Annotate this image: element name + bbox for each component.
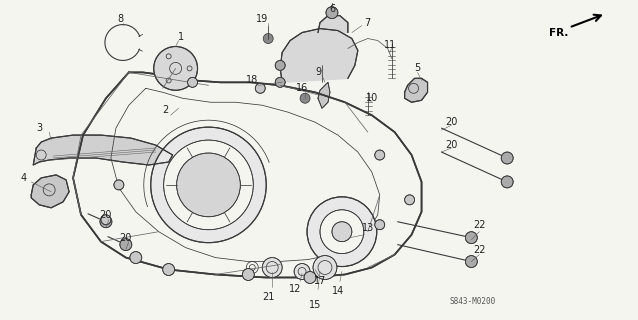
Circle shape: [188, 77, 198, 87]
Circle shape: [300, 93, 310, 103]
Circle shape: [313, 256, 337, 279]
Circle shape: [320, 210, 364, 253]
Text: 7: 7: [365, 18, 371, 28]
Circle shape: [262, 258, 282, 277]
Polygon shape: [73, 72, 422, 277]
Circle shape: [120, 239, 132, 251]
Circle shape: [151, 127, 266, 243]
Circle shape: [375, 220, 385, 230]
Text: 20: 20: [120, 233, 132, 243]
Circle shape: [307, 197, 377, 267]
Circle shape: [242, 268, 255, 280]
Text: 10: 10: [366, 93, 378, 103]
Circle shape: [375, 150, 385, 160]
Circle shape: [304, 271, 316, 284]
Circle shape: [501, 176, 513, 188]
Text: 11: 11: [383, 41, 396, 51]
Text: 19: 19: [256, 14, 269, 24]
Text: 18: 18: [246, 75, 258, 85]
Polygon shape: [318, 82, 330, 108]
Text: 5: 5: [415, 63, 420, 73]
Text: 20: 20: [445, 140, 457, 150]
Circle shape: [164, 140, 253, 230]
Circle shape: [275, 60, 285, 70]
Text: 20: 20: [100, 210, 112, 220]
Circle shape: [465, 256, 477, 268]
Text: 2: 2: [163, 105, 169, 115]
Text: 9: 9: [315, 68, 321, 77]
Circle shape: [275, 77, 285, 87]
Text: 17: 17: [314, 276, 326, 286]
Circle shape: [100, 216, 112, 228]
Circle shape: [294, 264, 310, 279]
Text: FR.: FR.: [549, 28, 568, 37]
Text: 13: 13: [362, 223, 374, 233]
Polygon shape: [280, 28, 358, 82]
Text: 21: 21: [262, 292, 274, 302]
Circle shape: [404, 195, 415, 205]
Text: 12: 12: [289, 284, 301, 294]
Circle shape: [154, 46, 198, 90]
Text: 1: 1: [177, 32, 184, 42]
Circle shape: [177, 153, 241, 217]
Text: 4: 4: [20, 173, 26, 183]
Text: 14: 14: [332, 286, 344, 296]
Polygon shape: [318, 16, 348, 33]
Text: 20: 20: [445, 117, 457, 127]
Text: 15: 15: [309, 300, 321, 310]
Polygon shape: [404, 78, 427, 102]
Circle shape: [263, 34, 273, 44]
Circle shape: [101, 215, 111, 225]
Text: 6: 6: [329, 4, 335, 14]
Circle shape: [130, 252, 142, 264]
Circle shape: [326, 7, 338, 19]
Circle shape: [465, 232, 477, 244]
Text: 22: 22: [473, 244, 486, 255]
Circle shape: [163, 264, 175, 276]
Polygon shape: [33, 135, 173, 165]
Circle shape: [114, 180, 124, 190]
Text: 22: 22: [473, 220, 486, 230]
Circle shape: [501, 152, 513, 164]
Circle shape: [255, 83, 265, 93]
Polygon shape: [31, 175, 69, 208]
Text: 3: 3: [36, 123, 42, 133]
Text: 8: 8: [118, 14, 124, 24]
Circle shape: [332, 222, 352, 242]
Text: 16: 16: [296, 83, 308, 93]
Text: S843-M0200: S843-M0200: [449, 297, 496, 306]
